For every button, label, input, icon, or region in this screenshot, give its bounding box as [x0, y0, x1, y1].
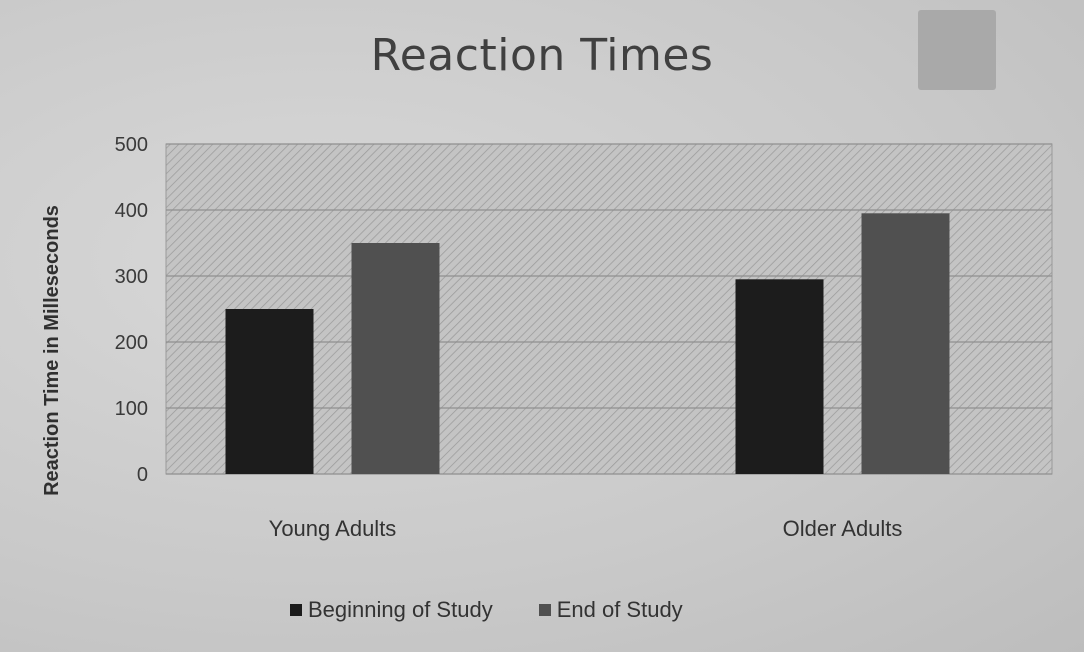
bars	[225, 213, 950, 475]
x-tick-label: Older Adults	[783, 516, 903, 541]
legend-swatch	[290, 604, 302, 616]
bar-end-of-study-older-adults	[861, 213, 950, 475]
corner-logo	[918, 10, 996, 90]
legend-item: End of Study	[538, 597, 683, 623]
y-tick-label: 0	[137, 464, 148, 486]
y-axis-ticks: 0 100 200 300 400 500	[115, 134, 148, 486]
y-tick-label: 200	[115, 332, 148, 354]
legend-swatch	[538, 604, 551, 616]
y-tick-label: 100	[115, 398, 148, 420]
y-tick-label: 500	[115, 134, 148, 156]
legend: Beginning of Study End of Study	[290, 596, 683, 624]
chart-title: Reaction Times	[370, 30, 714, 81]
bar-beginning-of-study-young-adults	[225, 309, 314, 474]
legend-label: End of Study	[556, 597, 683, 622]
bar-end-of-study-young-adults	[351, 243, 440, 474]
y-tick-label: 400	[115, 200, 148, 222]
bar-beginning-of-study-older-adults	[735, 279, 824, 474]
x-axis-ticks: Young Adults Older Adults	[269, 516, 903, 541]
y-tick-label: 300	[115, 266, 148, 288]
x-tick-label: Young Adults	[269, 516, 397, 541]
legend-item: Beginning of Study	[290, 597, 493, 623]
legend-label: Beginning of Study	[308, 597, 493, 622]
